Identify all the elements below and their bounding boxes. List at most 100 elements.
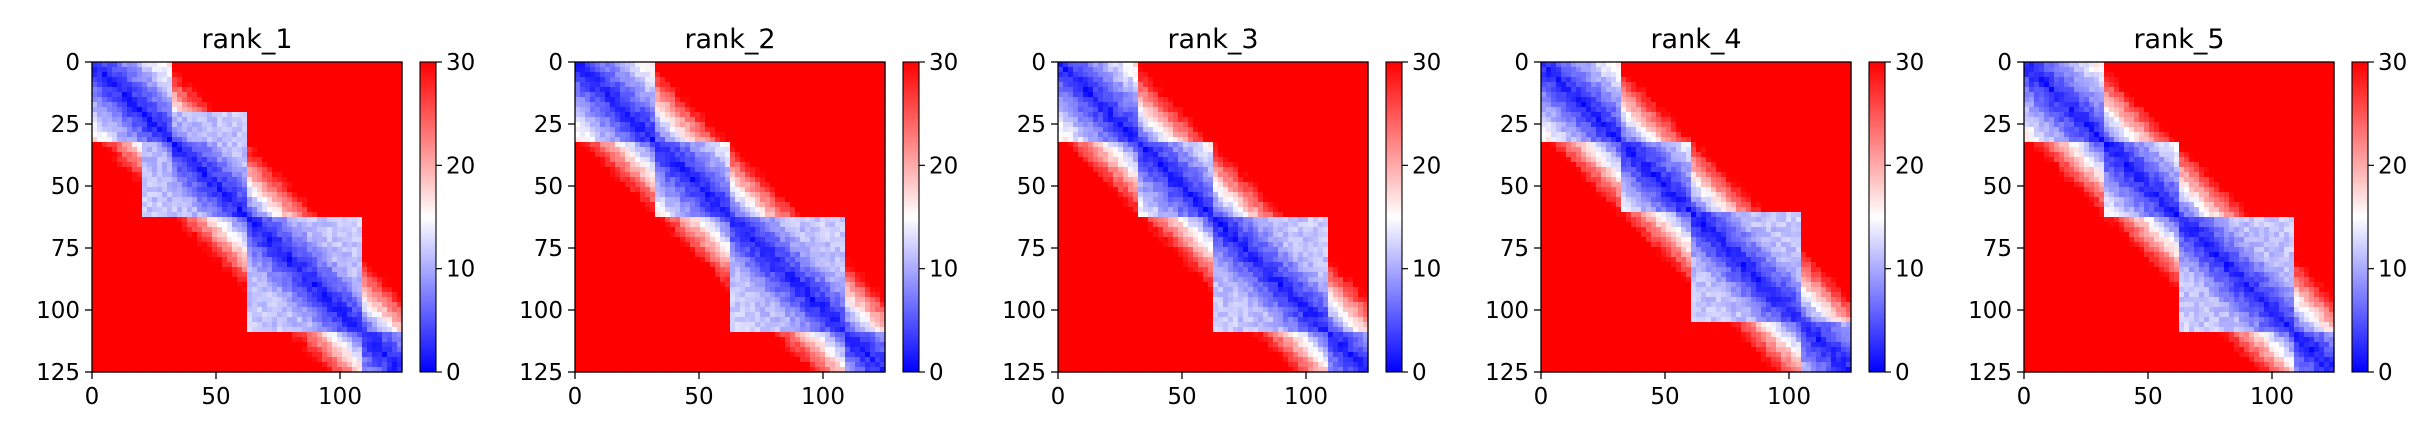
heatmap-cell	[367, 137, 373, 143]
heatmap-cell	[252, 347, 258, 353]
heatmap-cell	[675, 67, 681, 73]
heatmap-cell	[177, 267, 183, 273]
heatmap-cell	[347, 242, 353, 248]
heatmap-cell	[595, 142, 601, 148]
heatmap-cell	[615, 122, 621, 128]
heatmap-cell	[252, 337, 258, 343]
heatmap-cell	[192, 102, 198, 108]
heatmap-cell	[137, 357, 143, 363]
heatmap-cell	[122, 142, 128, 148]
heatmap-cell	[327, 337, 333, 343]
heatmap-cell	[625, 112, 631, 118]
heatmap-cell	[825, 97, 831, 103]
heatmap-cell	[272, 212, 278, 218]
heatmap-cell	[710, 87, 716, 93]
heatmap-cell	[197, 77, 203, 83]
heatmap-cell	[167, 67, 173, 73]
heatmap-cell	[242, 312, 248, 318]
heatmap-cell	[317, 212, 323, 218]
heatmap-cell	[372, 122, 378, 128]
heatmap-cell	[745, 82, 751, 88]
heatmap-cell	[387, 82, 393, 88]
heatmap-cell	[337, 282, 343, 288]
heatmap-cell	[252, 242, 258, 248]
heatmap-cell	[645, 127, 651, 133]
heatmap-cell	[142, 327, 148, 333]
heatmap-cell	[192, 342, 198, 348]
heatmap-cell	[192, 242, 198, 248]
heatmap-cell	[580, 122, 586, 128]
heatmap-cell	[810, 72, 816, 78]
heatmap-cell	[690, 132, 696, 138]
heatmap-cell	[347, 332, 353, 338]
heatmap-cell	[132, 287, 138, 293]
heatmap-cell	[392, 207, 398, 213]
heatmap-cell	[635, 132, 641, 138]
heatmap-cell	[147, 107, 153, 113]
heatmap-cell	[715, 92, 721, 98]
heatmap-cell	[317, 192, 323, 198]
heatmap-cell	[297, 97, 303, 103]
heatmap-cell	[815, 137, 821, 143]
heatmap-cell	[232, 157, 238, 163]
heatmap-cell	[262, 62, 268, 68]
heatmap-cell	[92, 202, 98, 208]
heatmap-cell	[182, 287, 188, 293]
heatmap-cell	[177, 352, 183, 358]
heatmap-cell	[740, 137, 746, 143]
heatmap-cell	[282, 317, 288, 323]
heatmap-cell	[362, 342, 368, 348]
heatmap-cell	[332, 152, 338, 158]
heatmap-cell	[352, 297, 358, 303]
heatmap-cell	[367, 257, 373, 263]
heatmap-cell	[242, 257, 248, 263]
heatmap-cell	[157, 92, 163, 98]
heatmap-cell	[392, 242, 398, 248]
heatmap-cell	[367, 272, 373, 278]
heatmap-cell	[605, 87, 611, 93]
heatmap-cell	[147, 307, 153, 313]
heatmap-cell	[705, 62, 711, 68]
heatmap-cell	[377, 357, 383, 363]
heatmap-cell	[147, 122, 153, 128]
heatmap-cell	[212, 87, 218, 93]
heatmap-cell	[650, 132, 656, 138]
heatmap-cell	[207, 292, 213, 298]
heatmap-cell	[247, 222, 253, 228]
heatmap-cell	[182, 117, 188, 123]
heatmap-cell	[760, 97, 766, 103]
heatmap-cell	[372, 127, 378, 133]
heatmap-cell	[322, 62, 328, 68]
heatmap-cell	[102, 62, 108, 68]
heatmap-cell	[297, 307, 303, 313]
heatmap-cell	[297, 312, 303, 318]
heatmap-cell	[302, 107, 308, 113]
heatmap-cell	[835, 147, 841, 153]
heatmap-cell	[257, 292, 263, 298]
heatmap-cell	[222, 362, 228, 368]
heatmap-cell	[272, 172, 278, 178]
heatmap-cell	[307, 107, 313, 113]
heatmap-cell	[247, 227, 253, 233]
heatmap-cell	[282, 262, 288, 268]
heatmap-cell	[875, 97, 881, 103]
heatmap-cell	[367, 297, 373, 303]
heatmap-cell	[147, 292, 153, 298]
heatmap-cell	[117, 102, 123, 108]
heatmap-cell	[227, 247, 233, 253]
heatmap-cell	[162, 277, 168, 283]
heatmap-cell	[237, 297, 243, 303]
heatmap-cell	[750, 132, 756, 138]
heatmap-cell	[122, 277, 128, 283]
heatmap-cell	[92, 282, 98, 288]
heatmap-cell	[342, 122, 348, 128]
heatmap-cell	[112, 297, 118, 303]
heatmap-cell	[830, 137, 836, 143]
heatmap-cell	[237, 352, 243, 358]
heatmap-cell	[367, 302, 373, 308]
heatmap-cell	[257, 122, 263, 128]
heatmap-cell	[680, 62, 686, 68]
heatmap-cell	[232, 247, 238, 253]
heatmap-cell	[172, 102, 178, 108]
heatmap-cell	[242, 232, 248, 238]
